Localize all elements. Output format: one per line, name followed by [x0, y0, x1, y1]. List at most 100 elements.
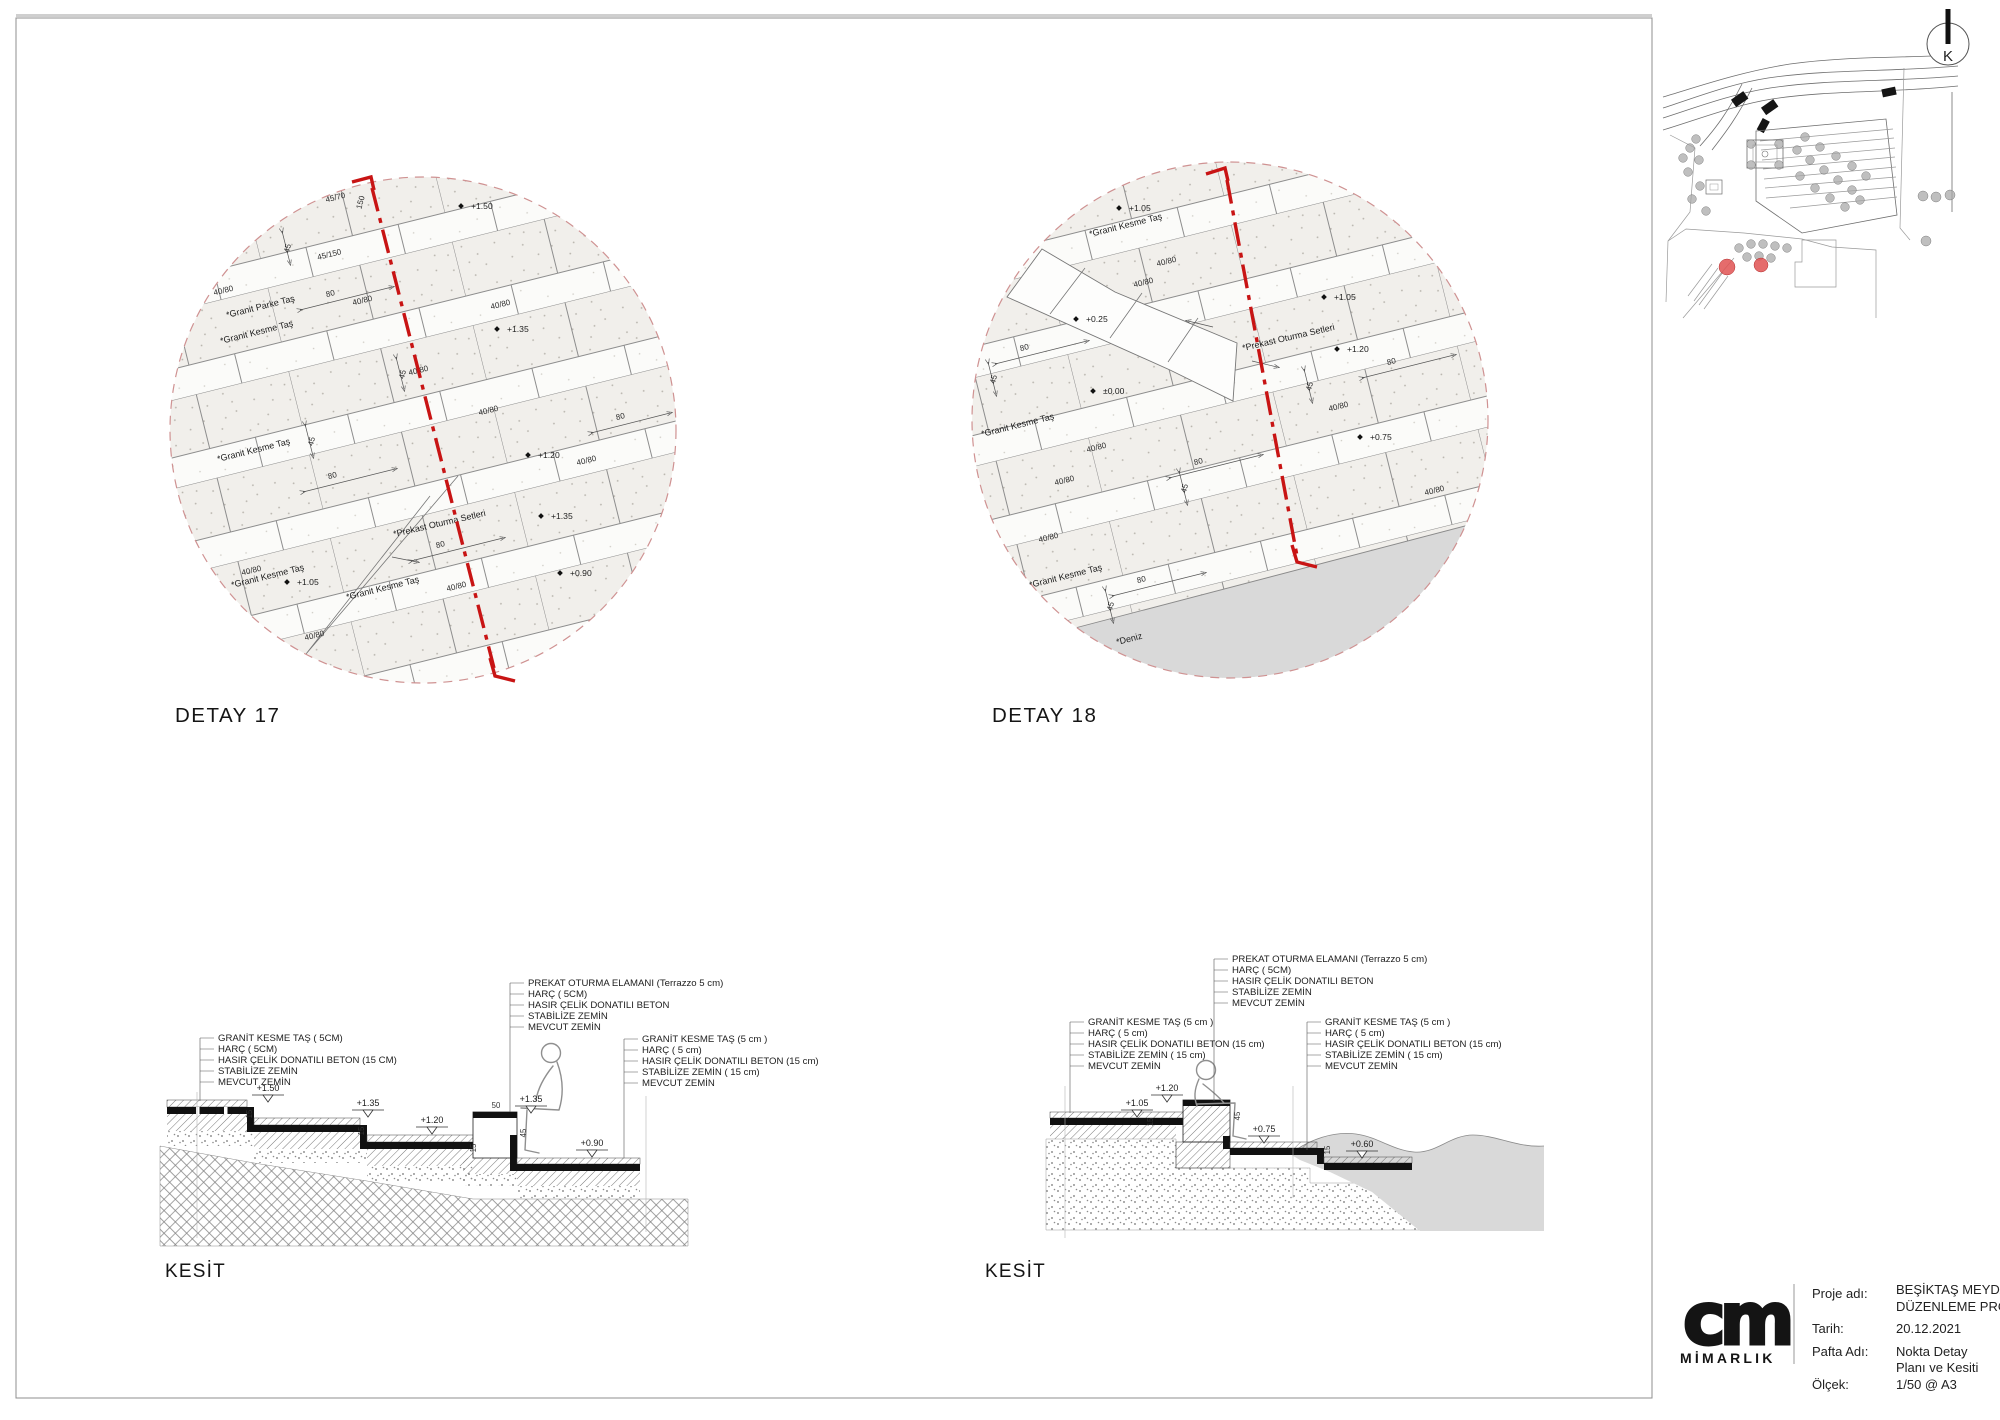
dimension-label: 45 [1179, 482, 1190, 493]
precast-seat-block [1182, 1099, 1231, 1143]
dimension-label: 80 [327, 470, 338, 481]
material-line: HARÇ ( 5CM) [528, 989, 587, 1000]
material-line: HARÇ ( 5CM) [218, 1044, 277, 1055]
material-line: PREKAT OTURMA ELAMANI (Terrazzo 5 cm) [528, 978, 723, 989]
surface-layers [166, 1099, 641, 1171]
field-label: Proje adı: [1812, 1286, 1868, 1301]
dimension-label: 45 [1105, 600, 1116, 611]
elevation-label: +1.20 [538, 450, 560, 460]
dimension-label: 150 [355, 194, 367, 210]
map-trees [1678, 132, 1956, 263]
detail-location-marker-17 [1718, 258, 1736, 276]
dimension-label: 45 [282, 242, 293, 253]
elevation-marker: +1.50 [252, 1083, 284, 1103]
dimension-label: 45 [1304, 380, 1315, 391]
svg-text:+0.90: +0.90 [581, 1138, 604, 1148]
elevation-marker: +1.20 [416, 1115, 448, 1135]
material-line: HASIR ÇELİK DONATILI BETON (15 cm) [1325, 1039, 1502, 1050]
material-line: HASIR ÇELİK DONATILI BETON [1232, 976, 1374, 987]
detail-location-marker-18 [1753, 257, 1769, 273]
material-line: MEVCUT ZEMİN [1232, 998, 1305, 1009]
title-block: cm MİMARLIK Proje adı: BEŞİKTAŞ MEYDANI … [1680, 1276, 2000, 1393]
dimension-label: 80 [1019, 342, 1030, 353]
elevation-label: +1.20 [1347, 344, 1369, 354]
detail17-title: DETAY 17 [175, 704, 280, 727]
material-line: GRANİT KESME TAŞ ( 5CM) [218, 1033, 343, 1044]
elevation-label: +0.90 [570, 568, 592, 578]
surface-layers [1049, 1099, 1413, 1170]
material-line: MEVCUT ZEMİN [1325, 1061, 1398, 1072]
field-label: Ölçek: [1812, 1377, 1849, 1392]
material-legend: GRANİT KESME TAŞ ( 5CM) HARÇ ( 5CM) HASI… [199, 1033, 397, 1101]
svg-text:+1.20: +1.20 [1156, 1083, 1179, 1093]
dimension-label: 80 [1386, 356, 1397, 367]
elevation-marker: +0.75 [1248, 1124, 1280, 1144]
site-map [1662, 54, 1959, 319]
elevation-label: +1.35 [551, 511, 573, 521]
sheet-border [15, 17, 1653, 1399]
elevation-label: +1.50 [471, 201, 493, 211]
dimension-label: 45 [988, 373, 999, 384]
material-line: PREKAT OTURMA ELAMANI (Terrazzo 5 cm) [1232, 954, 1427, 965]
material-line: STABİLİZE ZEMİN ( 15 cm) [1325, 1050, 1443, 1061]
material-line: HARÇ ( 5 cm) [1088, 1028, 1148, 1039]
material-line: GRANİT KESME TAŞ (5 cm ) [1088, 1017, 1213, 1028]
svg-text:+1.35: +1.35 [520, 1094, 543, 1104]
stabilize-layer [167, 1131, 640, 1199]
material-legend: GRANİT KESME TAŞ (5 cm ) HARÇ ( 5 cm) HA… [1306, 1017, 1502, 1150]
elevation-label: +1.05 [297, 577, 319, 587]
precast-seat-block [472, 1111, 518, 1159]
dimension-label: 80 [435, 539, 446, 550]
dimension-label: 80 [1193, 456, 1204, 467]
concrete-layer [167, 1114, 640, 1186]
svg-text:+0.75: +0.75 [1253, 1124, 1276, 1134]
seat-foundation [1175, 1141, 1231, 1169]
elevation-label: +1.05 [1334, 292, 1356, 302]
material-legend: PREKAT OTURMA ELAMANI (Terrazzo 5 cm) HA… [1213, 954, 1427, 1101]
dimension-label: 15 [469, 1143, 478, 1152]
section-cut-line [351, 174, 516, 683]
dimension-label: 80 [325, 288, 336, 299]
dimension-label: 45 [397, 368, 408, 379]
material-line: GRANİT KESME TAŞ (5 cm ) [642, 1034, 767, 1045]
elevation-marker: +1.35 [352, 1098, 384, 1118]
elevation-label: +1.05 [1129, 203, 1151, 213]
material-line: HASIR ÇELİK DONATILI BETON [528, 1000, 670, 1011]
material-line: GRANİT KESME TAŞ (5 cm ) [1325, 1017, 1450, 1028]
dimension-label: 15 [1323, 1145, 1332, 1154]
elevation-label: ±0.00 [1103, 386, 1125, 396]
material-line: HARÇ ( 5CM) [1232, 965, 1291, 976]
dimension-label: 50 [492, 1101, 501, 1110]
material-line: MEVCUT ZEMİN [642, 1078, 715, 1089]
svg-text:+1.20: +1.20 [421, 1115, 444, 1125]
material-line: MEVCUT ZEMİN [1088, 1061, 1161, 1072]
material-line: HARÇ ( 5 cm) [1325, 1028, 1385, 1039]
north-arrow: K [1926, 9, 1970, 66]
seated-person-figure [520, 1042, 563, 1154]
seated-person-figure [1194, 1059, 1247, 1140]
elevation-marker: +1.35 [515, 1094, 547, 1114]
logo-subtitle: MİMARLIK [1680, 1350, 1776, 1366]
detail17-circle [169, 176, 677, 684]
elevation-marker: +0.60 [1346, 1139, 1378, 1159]
north-label: K [1943, 48, 1953, 65]
north-arrow-bar [1945, 9, 1951, 44]
material-line: HASIR ÇELİK DONATILI BETON (15 CM) [218, 1055, 397, 1066]
material-legend: PREKAT OTURMA ELAMANI (Terrazzo 5 cm) HA… [509, 978, 723, 1112]
section2-title: KESİT [985, 1261, 1046, 1282]
elevation-label: +0.75 [1370, 432, 1392, 442]
material-line: MEVCUT ZEMİN [218, 1077, 291, 1088]
field-label: Pafta Adı: [1812, 1344, 1868, 1359]
svg-text:+1.05: +1.05 [1126, 1098, 1149, 1108]
svg-text:+0.60: +0.60 [1351, 1139, 1374, 1149]
detail18-circle [971, 161, 1489, 679]
field-value: Planı ve Kesiti [1896, 1360, 1978, 1375]
dimension-label: 15 [245, 1109, 254, 1118]
svg-text:+1.50: +1.50 [257, 1083, 280, 1093]
material-legend: GRANİT KESME TAŞ (5 cm ) HARÇ ( 5 cm) HA… [1069, 1017, 1265, 1113]
section1-title: KESİT [165, 1261, 226, 1282]
material-line: HASIR ÇELİK DONATILI BETON (15 cm) [1088, 1039, 1265, 1050]
material-line: STABİLİZE ZEMİN [528, 1011, 608, 1022]
